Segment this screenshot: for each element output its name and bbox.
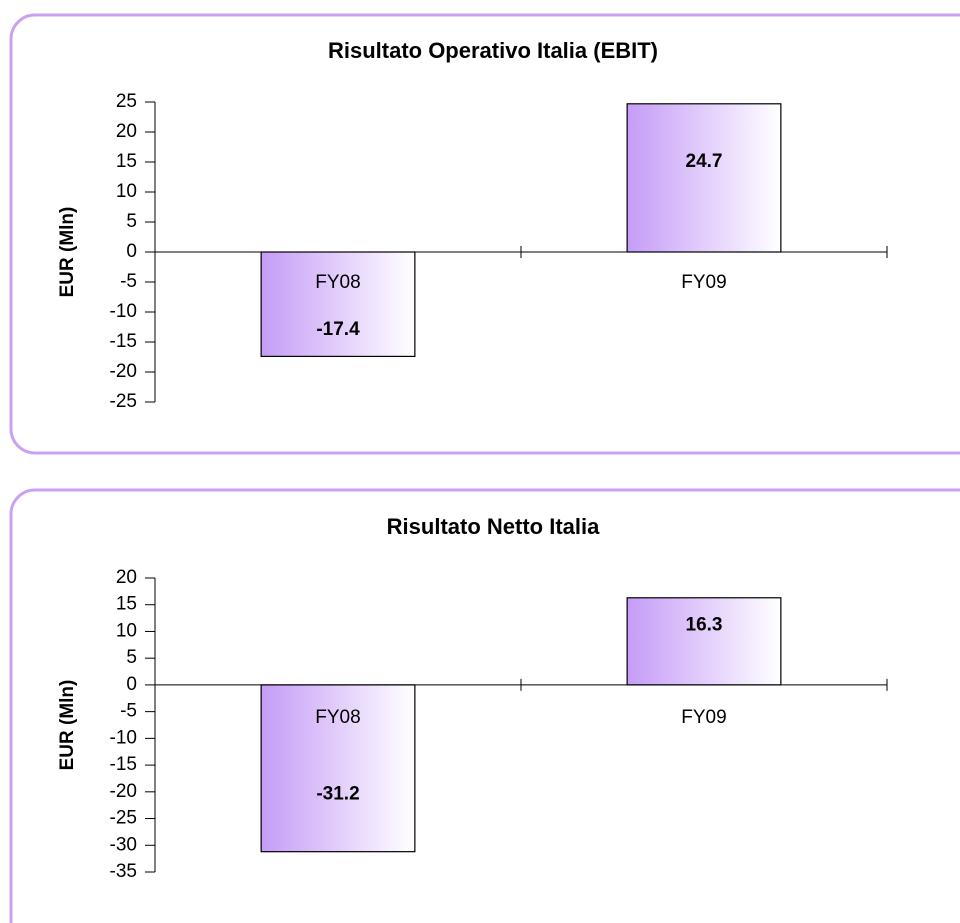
- y-tick-label: 20: [116, 567, 137, 588]
- y-tick-label: -15: [110, 754, 137, 775]
- x-tick-label: FY09: [681, 707, 726, 728]
- y-tick-label: 25: [116, 91, 137, 112]
- y-tick-label: -25: [110, 391, 137, 412]
- x-tick-label: FY08: [315, 272, 360, 293]
- chart-panel: [9, 488, 960, 923]
- chart-panel: [9, 13, 960, 455]
- y-tick-label: -20: [110, 361, 137, 382]
- y-tick-label: -30: [110, 834, 137, 855]
- data-label: -17.4: [316, 319, 360, 340]
- x-tick-label: FY08: [315, 707, 360, 728]
- y-tick-label: 15: [116, 594, 137, 615]
- chart-title: Risultato Operativo Italia (EBIT): [328, 38, 658, 63]
- bar: [626, 597, 782, 686]
- data-label: -31.2: [316, 783, 359, 804]
- y-tick-label: 0: [126, 241, 137, 262]
- y-tick-label: 10: [116, 620, 137, 641]
- y-tick-label: 15: [116, 151, 137, 172]
- y-tick-label: 20: [116, 121, 137, 142]
- y-tick-label: 5: [126, 647, 137, 668]
- y-tick-label: 5: [126, 211, 137, 232]
- y-axis-title: EUR (Mln): [57, 680, 78, 771]
- bar: [260, 684, 416, 853]
- y-tick-label: -25: [110, 808, 137, 829]
- data-label: 16.3: [686, 614, 723, 635]
- chart-title: Risultato Netto Italia: [387, 514, 600, 539]
- y-tick-label: -20: [110, 781, 137, 802]
- y-tick-label: -10: [110, 727, 137, 748]
- y-tick-label: -15: [110, 331, 137, 352]
- y-tick-label: 0: [126, 674, 137, 695]
- y-tick-label: -10: [110, 301, 137, 322]
- y-tick-label: -35: [110, 861, 137, 882]
- data-label: 24.7: [686, 151, 723, 172]
- bar: [260, 251, 416, 358]
- y-tick-label: -5: [120, 271, 137, 292]
- bar: [626, 103, 782, 253]
- y-tick-label: -5: [120, 701, 137, 722]
- y-tick-label: 10: [116, 181, 137, 202]
- y-axis-title: EUR (Mln): [57, 207, 78, 298]
- x-tick-label: FY09: [681, 272, 726, 293]
